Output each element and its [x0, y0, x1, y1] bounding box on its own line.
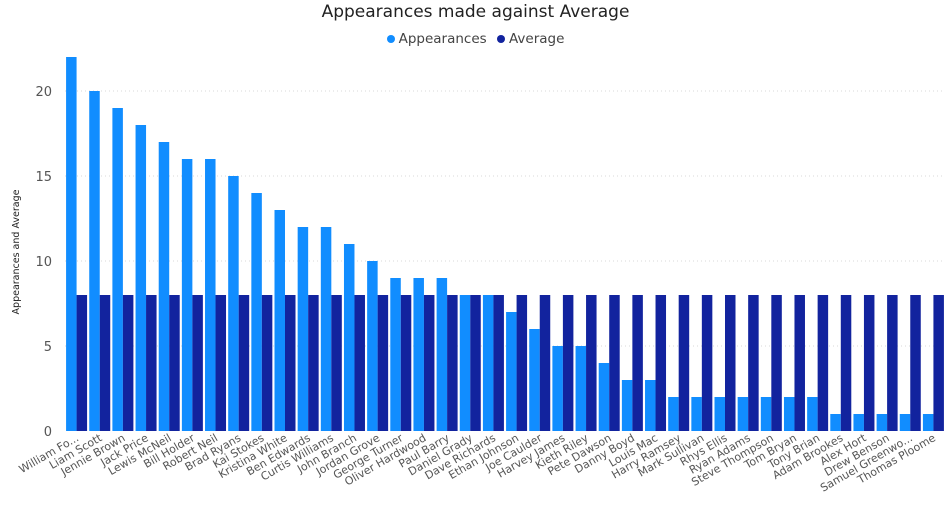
bar-average[interactable]	[146, 295, 157, 431]
legend-label-average: Average	[508, 31, 565, 47]
bar-average[interactable]	[609, 295, 620, 431]
bar-appearances[interactable]	[297, 227, 309, 431]
bar-average[interactable]	[238, 295, 250, 431]
y-tick-label: 20	[35, 85, 52, 100]
bar-appearances[interactable]	[89, 91, 100, 431]
bar-average[interactable]	[794, 295, 805, 431]
legend-item-average[interactable]: Average	[496, 31, 565, 47]
bar-average[interactable]	[725, 295, 736, 431]
bars[interactable]	[66, 57, 944, 431]
bar-average[interactable]	[516, 295, 528, 431]
bar-appearances[interactable]	[783, 397, 795, 431]
legend-dot-average	[496, 35, 505, 43]
bar-appearances[interactable]	[691, 397, 702, 431]
bar-appearances[interactable]	[876, 414, 888, 431]
bar-appearances[interactable]	[367, 261, 378, 431]
bar-average[interactable]	[122, 295, 134, 431]
legend-dot-appearances	[386, 35, 395, 43]
bar-average[interactable]	[192, 295, 203, 431]
bar-average[interactable]	[423, 295, 435, 431]
legend-item-appearances[interactable]: Appearances	[386, 31, 487, 47]
bar-average[interactable]	[562, 295, 574, 431]
bar-average[interactable]	[933, 295, 944, 431]
bar-average[interactable]	[748, 295, 759, 431]
bar-appearances[interactable]	[575, 346, 587, 431]
bar-average[interactable]	[354, 295, 365, 431]
bar-average[interactable]	[400, 295, 412, 431]
bar-appearances[interactable]	[158, 142, 170, 431]
bar-average[interactable]	[701, 295, 713, 431]
bar-appearances[interactable]	[807, 397, 818, 431]
bar-average[interactable]	[632, 295, 643, 431]
bar-appearances[interactable]	[135, 125, 147, 431]
bar-average[interactable]	[447, 295, 458, 431]
y-axis-label: Appearances and Average	[11, 189, 22, 314]
bar-appearances[interactable]	[320, 227, 332, 431]
bar-average[interactable]	[655, 295, 667, 431]
bar-appearances[interactable]	[737, 397, 749, 431]
legend: Appearances Average	[0, 31, 951, 47]
bar-appearances[interactable]	[66, 57, 77, 431]
bar-appearances[interactable]	[668, 397, 679, 431]
bar-average[interactable]	[586, 295, 597, 431]
bar-appearances[interactable]	[830, 414, 841, 431]
bar-average[interactable]	[771, 295, 782, 431]
bar-appearances[interactable]	[714, 397, 726, 431]
bar-average[interactable]	[377, 295, 389, 431]
bar-appearances[interactable]	[459, 295, 471, 431]
bar-appearances[interactable]	[529, 329, 540, 431]
bar-average[interactable]	[887, 295, 898, 431]
bar-average[interactable]	[910, 295, 921, 431]
bar-appearances[interactable]	[436, 278, 448, 431]
bar-average[interactable]	[840, 295, 852, 431]
bar-average[interactable]	[331, 295, 342, 431]
bar-average[interactable]	[470, 295, 481, 431]
bar-appearances[interactable]	[760, 397, 772, 431]
bar-average[interactable]	[678, 295, 690, 431]
bar-appearances[interactable]	[853, 414, 864, 431]
bar-average[interactable]	[863, 295, 875, 431]
bar-appearances[interactable]	[598, 363, 610, 431]
bar-average[interactable]	[817, 295, 829, 431]
bar-appearances[interactable]	[205, 159, 216, 431]
bar-average[interactable]	[169, 295, 180, 431]
y-tick-label: 15	[35, 170, 52, 185]
bar-average[interactable]	[76, 295, 88, 431]
bar-appearances[interactable]	[390, 278, 401, 431]
bar-appearances[interactable]	[228, 176, 239, 431]
gridlines	[65, 90, 945, 347]
y-tick-label: 5	[44, 340, 52, 355]
bar-appearances[interactable]	[621, 380, 633, 431]
bar-average[interactable]	[493, 295, 504, 431]
bar-appearances[interactable]	[251, 193, 262, 431]
bar-appearances[interactable]	[645, 380, 656, 431]
bar-average[interactable]	[261, 295, 273, 431]
bar-appearances[interactable]	[552, 346, 563, 431]
y-axis-ticks: 0 5 10 15 20	[35, 85, 52, 440]
y-tick-label: 10	[35, 255, 52, 270]
y-tick-label: 0	[44, 425, 52, 440]
bar-appearances[interactable]	[343, 244, 355, 431]
bar-appearances[interactable]	[922, 414, 934, 431]
bar-average[interactable]	[215, 295, 227, 431]
bar-appearances[interactable]	[413, 278, 424, 431]
bar-appearances[interactable]	[181, 159, 193, 431]
bar-appearances[interactable]	[482, 295, 494, 431]
bar-appearances[interactable]	[112, 108, 123, 431]
bar-average[interactable]	[539, 295, 551, 431]
bar-average[interactable]	[99, 295, 111, 431]
bar-appearances[interactable]	[899, 414, 911, 431]
chart-title: Appearances made against Average	[321, 2, 630, 22]
legend-label-appearances: Appearances	[398, 31, 487, 47]
bar-average[interactable]	[308, 295, 319, 431]
bar-appearances[interactable]	[506, 312, 517, 431]
bar-average[interactable]	[285, 295, 296, 431]
bar-appearances[interactable]	[274, 210, 286, 431]
